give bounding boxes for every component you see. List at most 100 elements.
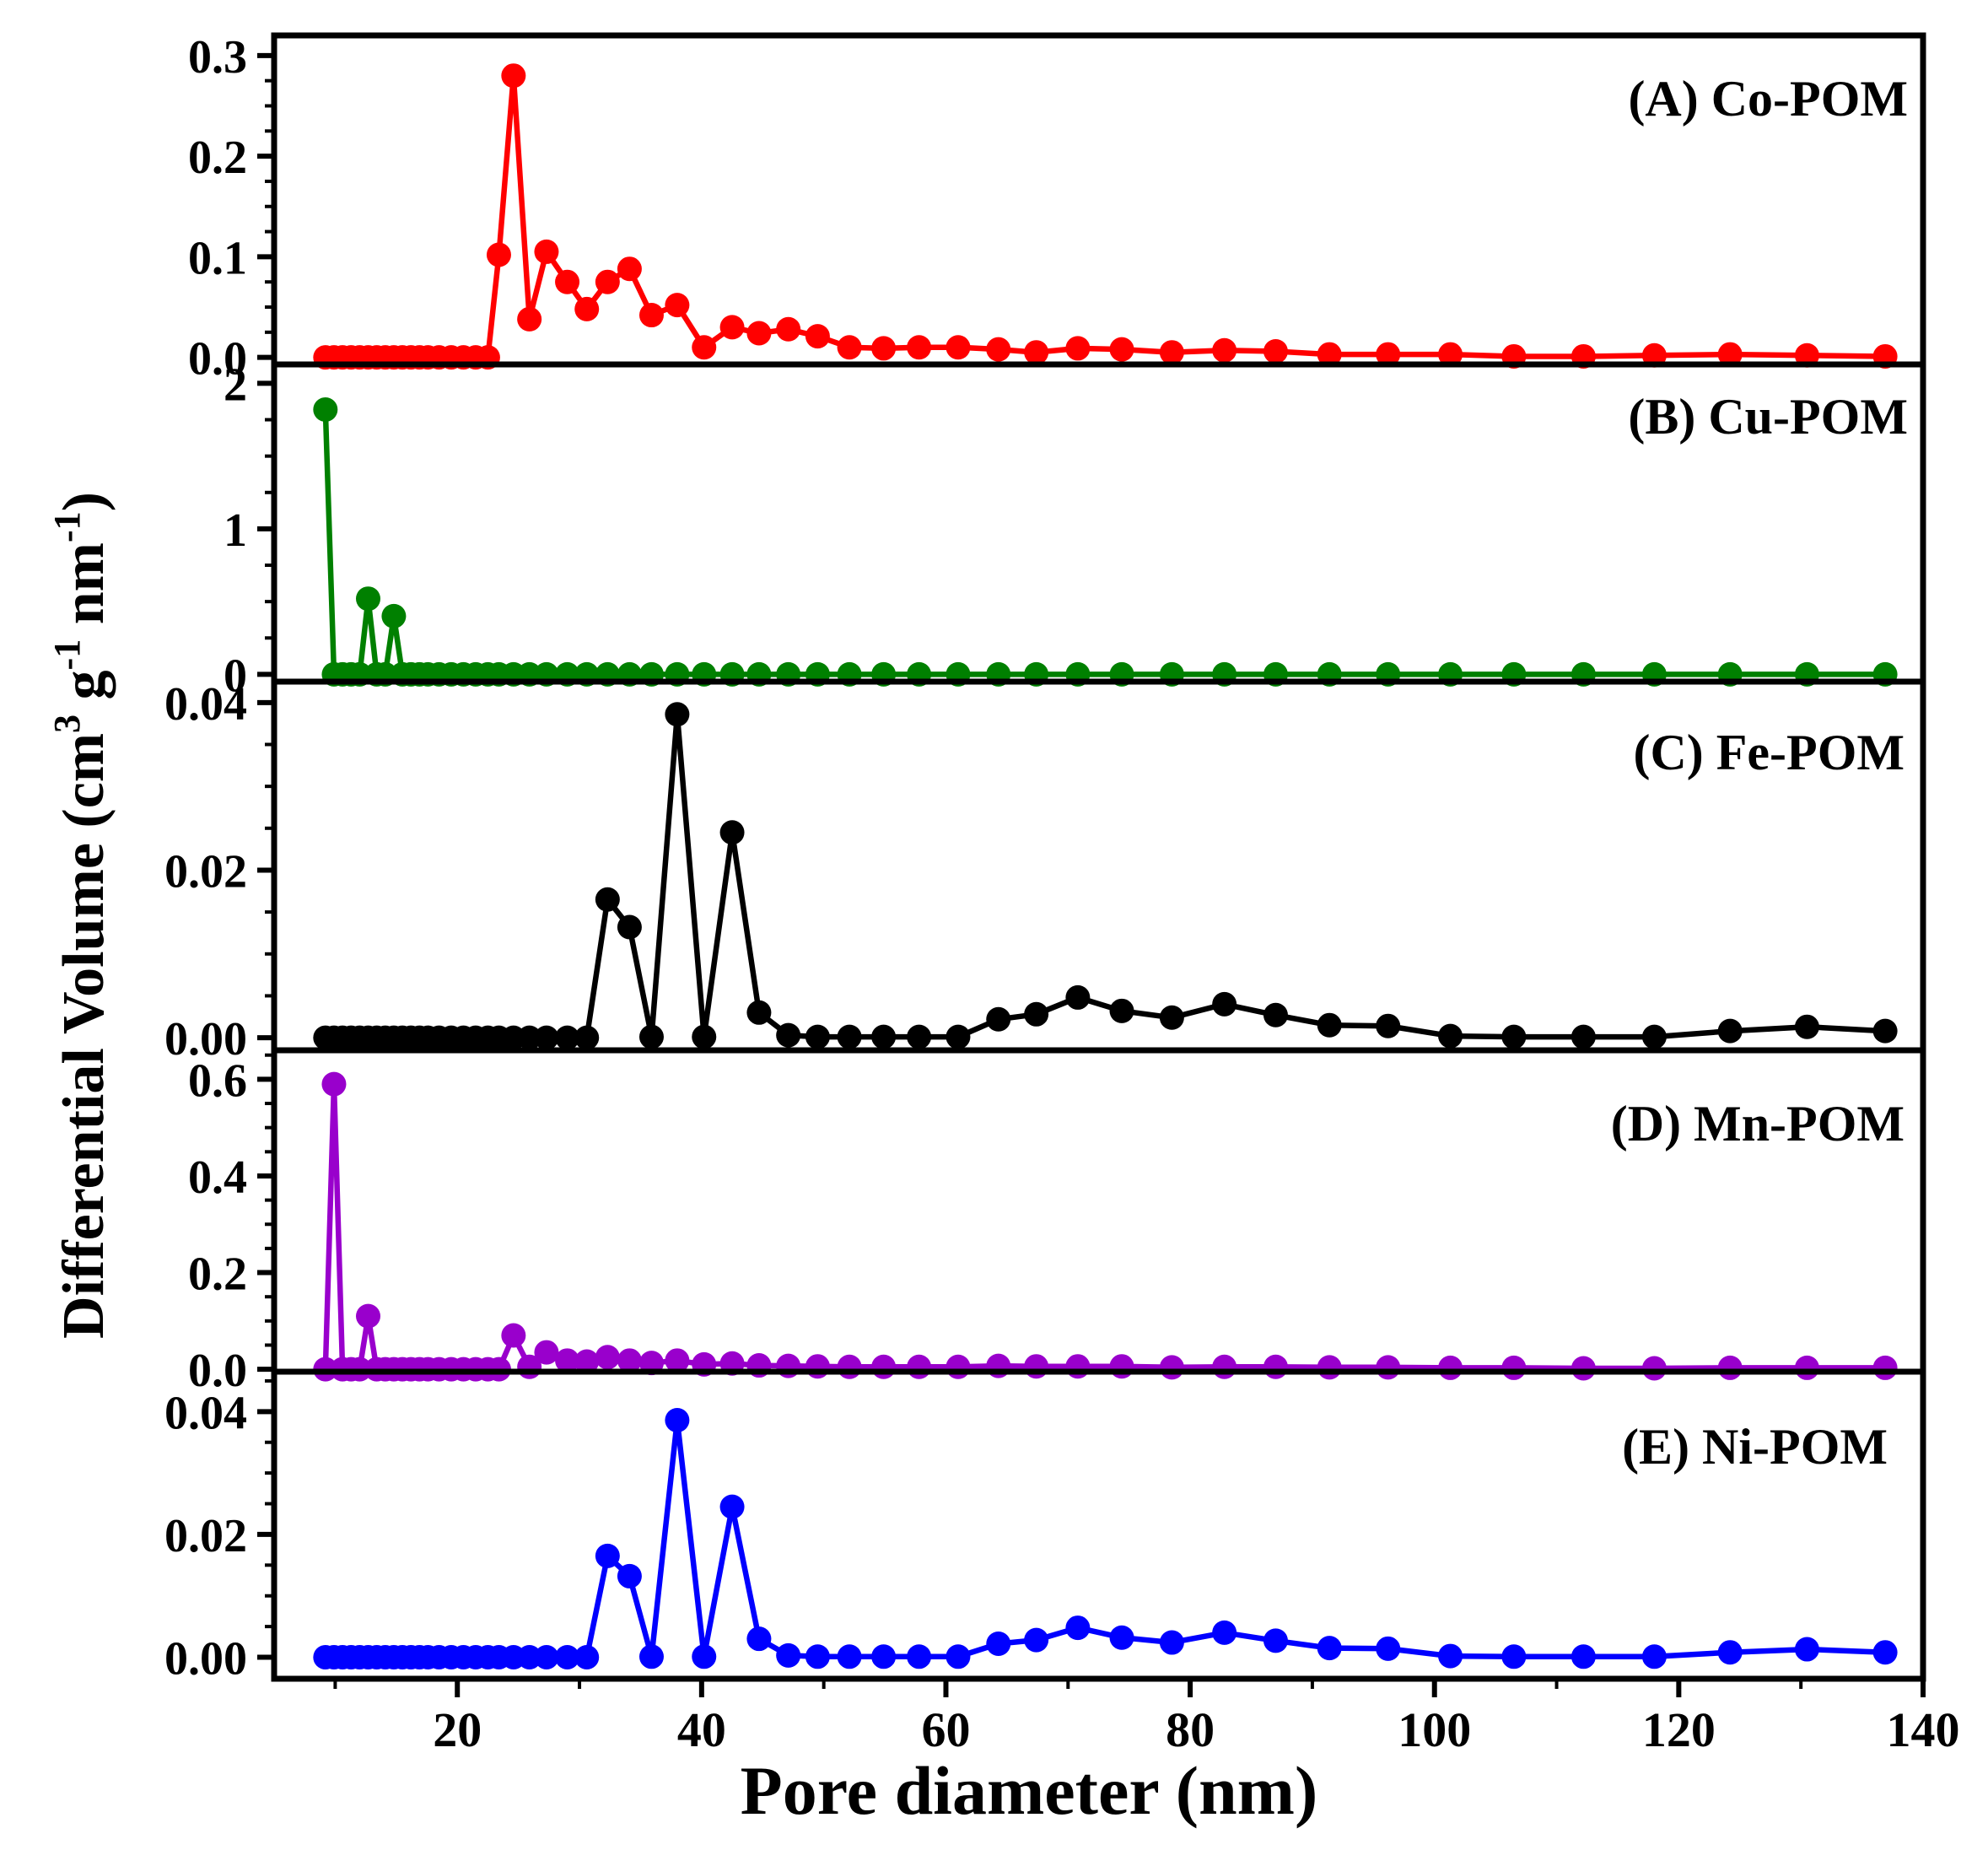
data-point — [1024, 1627, 1049, 1653]
data-point — [776, 1022, 801, 1048]
data-point — [1159, 1005, 1184, 1030]
data-point — [907, 335, 932, 360]
data-point — [1717, 1640, 1743, 1665]
y-axis-label-sup2: -1 — [46, 639, 88, 671]
data-point — [617, 1348, 642, 1373]
y-tick-label: 0 — [224, 650, 247, 702]
data-point — [1024, 340, 1049, 365]
data-point — [356, 1303, 381, 1329]
data-point — [1263, 1354, 1288, 1379]
data-point — [1438, 1355, 1463, 1380]
data-point — [837, 1644, 862, 1669]
data-point — [746, 1626, 772, 1652]
x-tick-label: 20 — [433, 1702, 482, 1757]
data-point — [595, 269, 620, 294]
panel-2: 0 1 2 (B) Cu-POM — [224, 359, 1926, 702]
data-point — [574, 296, 600, 321]
data-point — [534, 239, 559, 264]
data-point — [1024, 1354, 1049, 1379]
data-point — [595, 1345, 620, 1370]
y-tick-label: 2 — [224, 359, 247, 411]
x-tick-label: 80 — [1166, 1702, 1215, 1757]
data-point — [746, 321, 772, 346]
data-point — [1065, 336, 1091, 361]
data-point — [555, 1645, 580, 1670]
data-point — [555, 1348, 580, 1373]
data-point — [1872, 1640, 1898, 1665]
panel-title: (D) Mn-POM — [1611, 1096, 1904, 1152]
data-point — [871, 1024, 897, 1049]
data-point — [595, 887, 620, 912]
data-point — [517, 1645, 542, 1670]
data-point — [617, 914, 642, 940]
data-point — [617, 256, 642, 282]
data-point — [574, 1349, 600, 1374]
data-point — [1376, 1636, 1401, 1661]
x-tick-label: 140 — [1887, 1702, 1960, 1757]
data-point — [1794, 1355, 1819, 1380]
data-point — [692, 1644, 717, 1669]
data-point — [1317, 1355, 1342, 1380]
data-point — [907, 1644, 932, 1669]
y-axis-label-sup3: -1 — [46, 511, 88, 542]
data-point — [1501, 1644, 1527, 1669]
data-point — [1641, 1024, 1667, 1049]
data-point — [871, 1644, 897, 1669]
data-point — [1263, 1628, 1288, 1653]
y-axis-label-tail: nm — [51, 542, 116, 639]
y-axis-label-base: Differential Volume (cm — [51, 733, 116, 1339]
y-tick-label: 0.6 — [188, 1054, 247, 1107]
data-point — [746, 1000, 772, 1025]
data-point — [1263, 338, 1288, 364]
data-point — [638, 303, 664, 328]
y-axis-label-sup1: 3 — [46, 715, 88, 733]
data-point — [617, 1563, 642, 1588]
data-point — [1717, 342, 1743, 367]
data-point — [907, 1354, 932, 1379]
data-point — [907, 1024, 932, 1049]
y-tick-label: 0.2 — [188, 132, 247, 184]
data-point — [1109, 1354, 1134, 1379]
data-point — [1376, 1355, 1401, 1380]
panel-frame — [271, 1368, 1926, 1682]
data-point — [313, 396, 338, 422]
x-tick-label: 100 — [1398, 1702, 1471, 1757]
y-tick-label: 0.04 — [164, 1387, 247, 1439]
data-point — [1065, 1354, 1091, 1379]
data-point — [574, 1645, 600, 1670]
data-point — [517, 306, 542, 332]
data-point — [1109, 337, 1134, 362]
y-axis-label: Differential Volume (cm3 g-1 nm-1) — [46, 492, 116, 1339]
data-point — [665, 293, 690, 318]
data-point — [719, 315, 745, 340]
x-tick-label: 60 — [921, 1702, 970, 1757]
panel-5: 0.00 0.02 0.04 20 40 60 80 100 120 140 (E) Ni-POM — [164, 1368, 1960, 1757]
data-point — [501, 1323, 526, 1348]
data-point — [1438, 342, 1463, 367]
data-point — [837, 335, 862, 360]
data-point — [1212, 991, 1237, 1017]
data-point — [1317, 342, 1342, 367]
data-point — [986, 1632, 1011, 1657]
panel-4: 0.0 0.2 0.4 0.6 (D) Mn-POM — [188, 1047, 1926, 1397]
data-point — [1317, 1012, 1342, 1038]
data-point — [1717, 1018, 1743, 1044]
data-point — [1109, 998, 1134, 1023]
data-point — [356, 586, 381, 612]
data-point — [517, 1025, 542, 1050]
data-point — [595, 1543, 620, 1568]
data-point — [1872, 1355, 1898, 1380]
panel-3: 0.00 0.02 0.04 (C) Fe-POM — [164, 678, 1926, 1065]
data-point — [1872, 1018, 1898, 1044]
data-point — [1376, 1013, 1401, 1038]
y-tick-label: 0.2 — [188, 1249, 247, 1301]
data-point — [946, 335, 971, 360]
panel-title: (B) Cu-POM — [1628, 389, 1908, 445]
y-tick-label: 0.0 — [188, 1345, 247, 1397]
data-point — [1794, 1014, 1819, 1039]
panel-title: (A) Co-POM — [1628, 71, 1908, 127]
y-tick-label: 0.00 — [164, 1633, 247, 1685]
data-point — [381, 603, 407, 628]
data-point — [871, 336, 897, 361]
